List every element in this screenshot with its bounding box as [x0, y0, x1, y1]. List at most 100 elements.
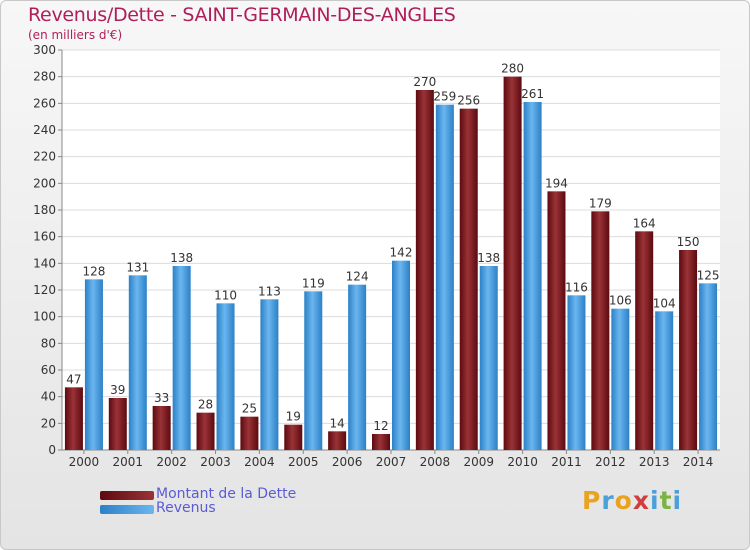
x-tick-label: 2011	[551, 455, 582, 469]
x-tick-label: 2002	[156, 455, 187, 469]
data-label-revenus: 106	[609, 294, 632, 308]
bar-dette	[679, 250, 698, 450]
logo-letter: P	[582, 486, 602, 515]
data-label-revenus: 116	[565, 280, 588, 294]
data-label-dette: 12	[373, 419, 388, 433]
bar-dette	[64, 387, 83, 450]
data-label-dette: 47	[66, 372, 81, 386]
bar-dette	[459, 108, 478, 451]
data-label-revenus: 131	[126, 260, 149, 274]
y-tick-label: 100	[33, 310, 56, 324]
x-tick-label: 2006	[332, 455, 363, 469]
bar-dette	[591, 211, 610, 450]
bar-dette	[547, 191, 566, 451]
y-tick-label: 0	[48, 443, 56, 457]
bar-revenus	[567, 295, 586, 450]
bar-revenus	[479, 266, 498, 450]
bar-revenus	[392, 260, 410, 450]
data-label-dette: 270	[413, 75, 436, 89]
bar-dette	[152, 406, 171, 450]
data-label-dette: 194	[545, 176, 568, 190]
bar-revenus	[655, 311, 674, 450]
bar-revenus	[260, 299, 279, 450]
proxiti-logo: Proxiti	[582, 486, 682, 515]
data-label-revenus: 104	[653, 296, 676, 310]
bar-revenus	[128, 275, 147, 450]
bar-revenus	[523, 102, 542, 450]
y-tick-label: 140	[33, 256, 56, 270]
data-label-revenus: 110	[214, 288, 237, 302]
legend-swatch-dette	[100, 491, 154, 500]
bar-dette	[415, 90, 434, 450]
bar-revenus	[172, 266, 191, 450]
data-label-dette: 28	[198, 398, 213, 412]
bar-revenus	[699, 283, 718, 450]
y-tick-label: 180	[33, 203, 56, 217]
logo-letter: o	[614, 486, 633, 515]
logo-letter: t	[659, 486, 673, 515]
bar-revenus	[611, 308, 630, 450]
bar-dette	[328, 431, 347, 450]
data-label-dette: 164	[633, 216, 656, 230]
data-label-revenus: 261	[521, 87, 544, 101]
bar-revenus	[435, 104, 454, 451]
plot-area	[62, 50, 720, 450]
data-label-dette: 14	[329, 416, 344, 430]
y-tick-label: 200	[33, 176, 56, 190]
x-tick-label: 2001	[113, 455, 144, 469]
x-tick-label: 2000	[69, 455, 100, 469]
chart-title: Revenus/Dette - SAINT-GERMAIN-DES-ANGLES	[28, 4, 456, 26]
data-label-dette: 256	[457, 94, 480, 108]
x-tick-label: 2004	[244, 455, 275, 469]
bar-dette	[240, 416, 259, 450]
bar-dette	[196, 412, 215, 450]
x-tick-label: 2010	[507, 455, 538, 469]
logo-letter: i	[672, 486, 683, 515]
x-tick-label: 2014	[683, 455, 714, 469]
bar-revenus	[216, 303, 235, 450]
logo-letter: i	[650, 486, 660, 515]
data-label-revenus: 125	[697, 268, 720, 282]
y-tick-label: 120	[33, 283, 56, 297]
y-tick-label: 240	[33, 123, 56, 137]
bar-revenus	[304, 291, 323, 450]
data-label-revenus: 113	[258, 284, 281, 298]
bar-revenus	[84, 279, 103, 450]
bar-dette	[372, 434, 390, 450]
y-tick-label: 40	[41, 390, 56, 404]
legend-swatch-revenus	[100, 505, 154, 514]
y-tick-label: 260	[33, 96, 56, 110]
x-tick-label: 2012	[595, 455, 626, 469]
y-tick-label: 220	[33, 150, 56, 164]
data-label-dette: 179	[589, 196, 612, 210]
bar-dette	[108, 398, 127, 450]
data-label-revenus: 124	[346, 270, 369, 284]
legend-label-revenus: Revenus	[156, 500, 216, 516]
logo-letter: x	[632, 486, 650, 515]
x-tick-label: 2009	[463, 455, 494, 469]
bar-dette	[284, 424, 303, 450]
y-tick-label: 80	[41, 336, 56, 350]
y-tick-label: 160	[33, 230, 56, 244]
x-tick-label: 2008	[420, 455, 451, 469]
data-label-revenus: 142	[390, 246, 413, 260]
data-label-dette: 33	[154, 391, 169, 405]
logo-letter: r	[601, 486, 615, 515]
data-label-revenus: 138	[477, 251, 500, 265]
bar-dette	[635, 231, 654, 450]
data-label-dette: 280	[501, 62, 524, 76]
data-label-revenus: 138	[170, 251, 193, 265]
y-tick-label: 280	[33, 70, 56, 84]
x-tick-label: 2013	[639, 455, 670, 469]
data-label-revenus: 128	[82, 264, 105, 278]
y-tick-label: 20	[41, 416, 56, 430]
data-label-dette: 19	[286, 410, 301, 424]
bar-dette	[503, 76, 522, 451]
data-label-dette: 39	[110, 383, 125, 397]
chart-subtitle: (en milliers d'€)	[28, 28, 123, 42]
legend-label-dette: Montant de la Dette	[156, 486, 297, 502]
x-tick-label: 2003	[200, 455, 231, 469]
y-tick-label: 60	[41, 363, 56, 377]
data-label-dette: 150	[677, 235, 700, 249]
